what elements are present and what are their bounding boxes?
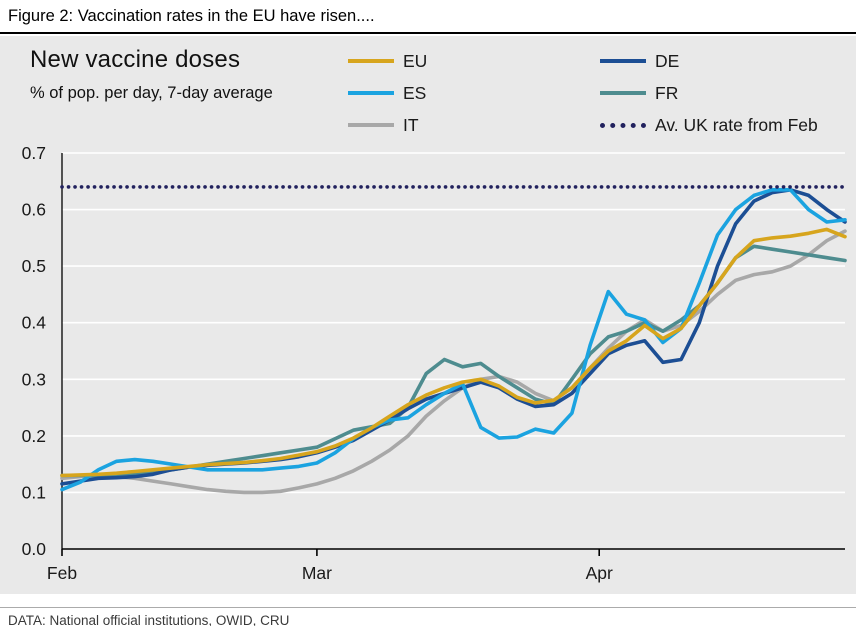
legend-swatch-uk-average: [600, 122, 646, 128]
data-source-note: DATA: National official institutions, OW…: [0, 607, 856, 626]
legend-swatch-de: [600, 59, 646, 63]
legend-swatch-es: [348, 91, 394, 95]
legend-item-uk-average: Av. UK rate from Feb: [600, 114, 848, 136]
svg-text:0.1: 0.1: [22, 482, 46, 502]
legend-item-fr: FR: [600, 82, 848, 104]
legend-swatch-eu: [348, 59, 394, 63]
svg-text:0.4: 0.4: [22, 313, 47, 333]
legend-item-it: IT: [348, 114, 600, 136]
line-chart: 0.0 0.1 0.2 0.3 0.4 0.5 0.6 0.7 Feb Mar Apr: [22, 143, 847, 583]
chart-panel: 0.0 0.1 0.2 0.3 0.4 0.5 0.6 0.7 Feb Mar Apr New va…: [0, 36, 856, 594]
svg-text:0.3: 0.3: [22, 369, 46, 389]
svg-text:Mar: Mar: [302, 563, 332, 583]
legend-item-eu: EU: [348, 50, 600, 72]
svg-text:0.7: 0.7: [22, 143, 46, 163]
chart-subtitle: % of pop. per day, 7-day average: [30, 84, 273, 102]
legend-label-es: ES: [403, 82, 427, 103]
svg-text:Apr: Apr: [586, 563, 613, 583]
svg-text:0.5: 0.5: [22, 256, 46, 276]
legend-item-es: ES: [348, 82, 600, 104]
svg-text:0.6: 0.6: [22, 200, 46, 220]
legend-column-2: DE FR Av. UK rate from Feb: [600, 50, 848, 136]
legend-column-1: EU ES IT: [348, 50, 600, 136]
legend-swatch-it: [348, 123, 394, 127]
legend-item-de: DE: [600, 50, 848, 72]
legend-label-de: DE: [655, 50, 680, 71]
chart-legend: EU ES IT DE FR Av. UK rate from Feb: [348, 50, 848, 136]
figure-title: Figure 2: Vaccination rates in the EU ha…: [0, 0, 856, 34]
svg-text:Feb: Feb: [47, 563, 77, 583]
svg-text:0.0: 0.0: [22, 539, 47, 559]
legend-swatch-fr: [600, 91, 646, 95]
legend-label-uk-average: Av. UK rate from Feb: [655, 114, 818, 135]
chart-title: New vaccine doses: [30, 46, 241, 73]
svg-text:0.2: 0.2: [22, 426, 46, 446]
legend-label-eu: EU: [403, 50, 428, 71]
legend-label-fr: FR: [655, 82, 679, 103]
legend-label-it: IT: [403, 114, 419, 135]
